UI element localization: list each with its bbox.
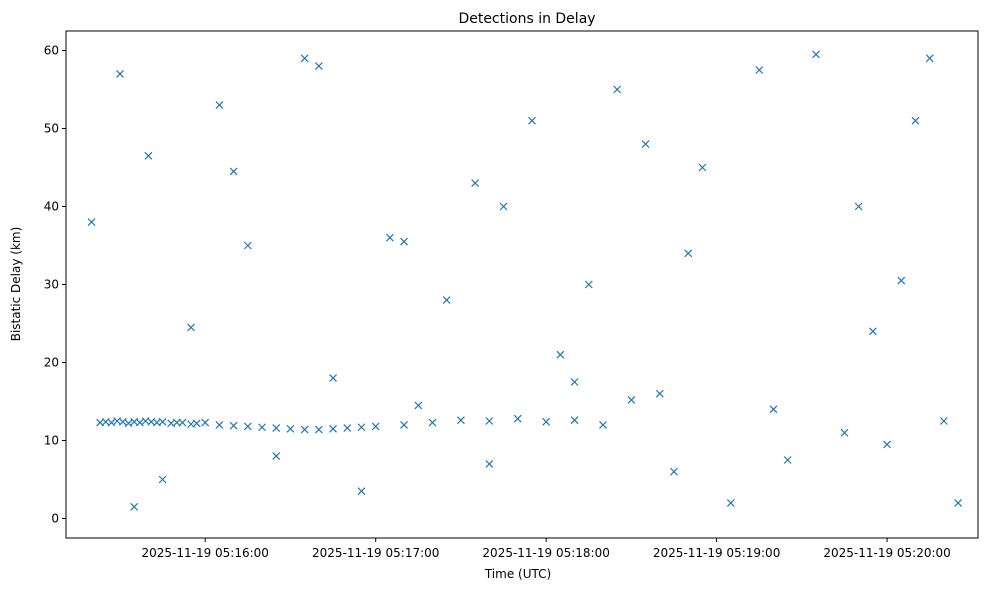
data-point: [428, 418, 437, 427]
data-point: [385, 233, 394, 242]
data-point: [513, 414, 522, 423]
data-point: [215, 420, 224, 429]
data-point: [329, 424, 337, 433]
x-tick-label: 2025-11-19 05:20:00: [823, 546, 950, 560]
x-tick-label: 2025-11-19 05:16:00: [141, 546, 268, 560]
data-point: [286, 424, 295, 433]
data-point: [442, 296, 451, 305]
data-point: [144, 151, 153, 160]
data-point: [178, 418, 187, 427]
data-point: [371, 422, 380, 431]
data-point: [599, 420, 607, 429]
data-point: [939, 417, 948, 425]
x-axis-ticks: 2025-11-19 05:16:00 2025-11-19 05:17:00 20…: [141, 538, 951, 560]
data-point: [897, 276, 906, 285]
data-point: [883, 440, 892, 449]
data-point: [243, 241, 252, 250]
y-tick-label: 10: [44, 434, 59, 448]
data-point: [698, 163, 707, 172]
data-point: [485, 459, 494, 468]
data-point: [118, 417, 127, 426]
data-point: [783, 456, 792, 464]
plot-frame: [65, 30, 979, 539]
data-point: [87, 218, 96, 227]
data-point: [641, 140, 650, 149]
data-point: [485, 417, 494, 425]
data-point: [229, 421, 238, 430]
x-tick-label: 2025-11-19 05:18:00: [482, 546, 609, 560]
data-point: [272, 452, 281, 461]
data-point: [357, 487, 366, 496]
data-point: [499, 202, 508, 211]
data-point: [400, 420, 409, 429]
data-point: [627, 396, 636, 404]
data-point: [116, 69, 124, 78]
data-point: [158, 475, 167, 484]
data-point: [840, 428, 849, 437]
data-point: [124, 419, 133, 428]
data-point: [272, 424, 281, 432]
data-point: [868, 327, 877, 336]
y-axis-ticks: 0 10 20 30 40 50 60: [44, 44, 66, 526]
data-point: [613, 85, 622, 94]
data-point: [158, 417, 167, 426]
data-point: [769, 405, 778, 414]
data-points: [87, 50, 963, 511]
data-point: [258, 423, 266, 432]
data-point: [556, 350, 565, 359]
data-point: [584, 280, 593, 289]
data-point: [343, 424, 352, 432]
data-point: [300, 54, 309, 63]
data-point: [812, 50, 820, 59]
data-point: [314, 62, 323, 71]
data-point: [314, 425, 323, 434]
data-point: [135, 418, 144, 427]
chart-title: Detections in Delay: [458, 11, 595, 27]
data-point: [854, 202, 863, 211]
data-point: [911, 116, 920, 125]
y-tick-label: 20: [44, 356, 59, 370]
data-point: [357, 423, 366, 432]
data-point: [192, 419, 201, 428]
y-tick-label: 50: [44, 122, 59, 136]
data-point: [570, 378, 579, 386]
data-point: [954, 498, 963, 507]
y-tick-label: 0: [51, 512, 59, 526]
y-tick-label: 60: [44, 44, 59, 58]
data-point: [726, 498, 735, 507]
y-axis-title: Bistatic Delay (km): [9, 227, 23, 342]
data-point: [300, 425, 309, 434]
data-point: [172, 418, 181, 427]
data-point: [187, 323, 195, 332]
y-tick-label: 40: [44, 200, 59, 214]
data-point: [925, 54, 934, 63]
data-point: [414, 401, 423, 410]
data-point: [329, 374, 337, 383]
data-point: [542, 417, 551, 426]
data-point: [201, 418, 210, 427]
data-point: [456, 416, 465, 425]
data-point: [400, 237, 409, 246]
data-point: [528, 116, 536, 125]
x-tick-label: 2025-11-19 05:19:00: [653, 546, 780, 560]
data-point: [684, 249, 693, 258]
x-tick-label: 2025-11-19 05:17:00: [312, 546, 439, 560]
data-point: [130, 502, 139, 511]
data-point: [215, 101, 224, 110]
y-tick-label: 30: [44, 278, 59, 292]
data-point: [755, 66, 764, 74]
data-point: [570, 416, 579, 425]
data-point: [107, 418, 116, 427]
data-point: [670, 467, 678, 476]
data-point: [243, 422, 252, 431]
data-point: [655, 389, 664, 398]
x-axis-title: Time (UTC): [484, 567, 551, 581]
data-point: [229, 167, 238, 176]
data-point: [471, 179, 480, 188]
